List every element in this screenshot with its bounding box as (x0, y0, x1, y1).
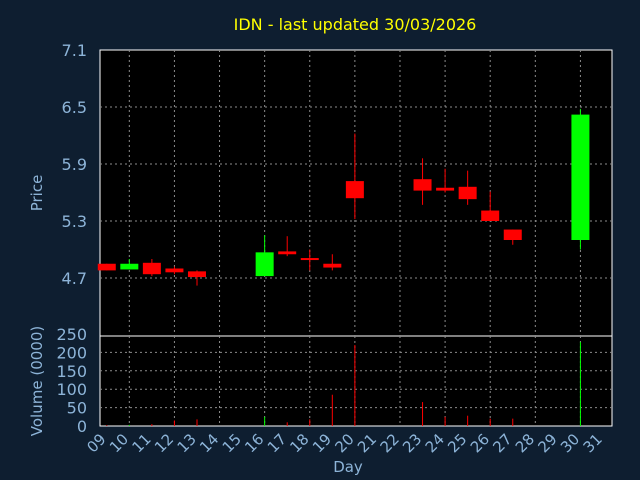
candle-body (413, 179, 432, 191)
price-tick-label: 6.5 (62, 98, 87, 117)
volume-grid (100, 336, 612, 426)
candle-body (97, 263, 116, 271)
candle-body (323, 263, 342, 268)
candle-body (571, 114, 590, 240)
candle-body (458, 186, 477, 200)
volume-plot-area (99, 335, 613, 427)
candle-body (300, 258, 319, 261)
volume-tick-label: 0 (77, 417, 87, 436)
x-ticks: 0910111213141516171819202122232425262728… (83, 430, 605, 456)
price-tick-label: 4.7 (62, 269, 87, 288)
candle-body (255, 252, 274, 277)
volume-tick-label: 150 (56, 362, 87, 381)
volume-series (106, 342, 581, 426)
chart-title: IDN - last updated 30/03/2026 (234, 15, 477, 34)
price-grid (100, 50, 612, 336)
candlestick-series (97, 108, 590, 286)
x-tick-label: 31 (580, 430, 606, 456)
candle-body (187, 271, 206, 278)
volume-tick-label: 250 (56, 325, 87, 344)
candle-body (436, 187, 455, 191)
candle-body (278, 251, 297, 255)
candle-body (165, 268, 184, 273)
candle-body (120, 263, 139, 270)
price-tick-label: 5.9 (62, 155, 87, 174)
candle-body (142, 262, 161, 275)
volume-tick-label: 50 (67, 399, 87, 418)
x-axis-label: Day (333, 458, 363, 476)
volume-tick-label: 200 (56, 343, 87, 362)
price-axis-label: Price (28, 175, 46, 212)
price-tick-label: 5.3 (62, 212, 87, 231)
price-tick-label: 7.1 (62, 41, 87, 60)
volume-axis-label: Volume (0000) (28, 326, 46, 436)
volume-tick-label: 100 (56, 380, 87, 399)
candle-body (503, 229, 522, 240)
candle-body (345, 181, 364, 199)
price-y-ticks: 7.1 6.5 5.9 5.3 4.7 (62, 41, 87, 288)
candle-body (481, 210, 500, 221)
